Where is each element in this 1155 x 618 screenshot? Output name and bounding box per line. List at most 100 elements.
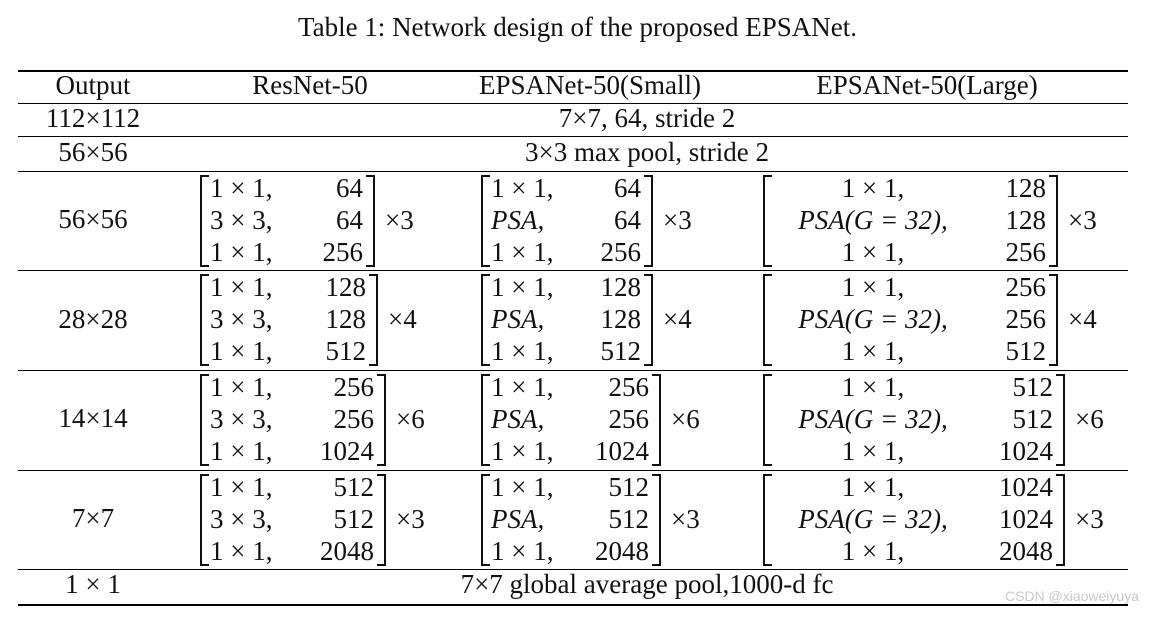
table-caption: Table 1: Network design of the proposed …	[297, 12, 857, 42]
matrix-row: 1 × 1, 512	[481, 335, 653, 367]
matrix-op: 1 × 1,	[491, 536, 554, 566]
matrix-op: 1 × 1,	[210, 237, 273, 267]
matrix-row: 1 × 1, 1024	[481, 435, 661, 467]
matrix-channels: 128	[600, 304, 642, 334]
left-bracket	[763, 374, 772, 466]
repeat-multiplier-resnet: ×3	[385, 205, 414, 235]
right-bracket	[366, 175, 375, 267]
matrix-channels: 512	[600, 336, 642, 366]
matrix-channels: 64	[614, 205, 641, 235]
matrix-op: 3 × 3,	[210, 304, 273, 334]
matrix-row: 1 × 1, 512	[763, 335, 1058, 367]
matrix-row: PSA(G = 32), 128	[763, 204, 1058, 236]
matrix-row: 1 × 1, 256	[200, 236, 375, 268]
right-bracket	[1056, 374, 1065, 466]
matrix-op: 1 × 1,	[210, 336, 273, 366]
matrix-channels: 128	[1005, 205, 1047, 235]
left-bracket	[481, 175, 490, 267]
spanning-cell: 7×7, 64, stride 2	[558, 103, 736, 133]
right-bracket	[1049, 175, 1058, 267]
matrix-channels: 512	[608, 472, 650, 502]
spanning-cell: 7×7 global average pool,1000-d fc	[460, 569, 834, 599]
row-rule	[18, 470, 1128, 471]
matrix-channels: 1024	[999, 436, 1053, 466]
matrix-channels: 512	[325, 336, 367, 366]
output-cell: 1 × 1	[65, 569, 121, 599]
matrix-channels: 512	[1005, 336, 1047, 366]
matrix-channels: 512	[333, 472, 375, 502]
matrix-op: 1 × 1,	[841, 272, 905, 302]
matrix-op: PSA,	[491, 205, 545, 235]
output-cell: 56×56	[58, 137, 128, 167]
block-matrix-epsanet-large: 1 × 1, 1024 PSA(G = 32), 1024 1 × 1, 2048	[763, 471, 1065, 567]
matrix-row: PSA, 64	[481, 204, 653, 236]
matrix-row: PSA(G = 32), 1024	[763, 503, 1065, 535]
matrix-op: PSA(G = 32),	[798, 304, 948, 334]
matrix-row: 1 × 1, 512	[200, 335, 378, 367]
repeat-multiplier-resnet: ×6	[396, 404, 425, 434]
matrix-op: 1 × 1,	[841, 336, 905, 366]
matrix-op: PSA,	[491, 504, 545, 534]
output-cell: 14×14	[58, 403, 128, 433]
matrix-row: 1 × 1, 64	[481, 172, 653, 204]
row-rule	[18, 370, 1128, 371]
matrix-row: 1 × 1, 128	[763, 172, 1058, 204]
repeat-multiplier-epsanet-small: ×6	[671, 404, 700, 434]
matrix-channels: 256	[333, 404, 375, 434]
left-bracket	[763, 274, 772, 366]
repeat-multiplier-resnet: ×3	[396, 504, 425, 534]
block-matrix-epsanet-large: 1 × 1, 128 PSA(G = 32), 128 1 × 1, 256	[763, 172, 1058, 268]
matrix-row: 3 × 3, 64	[200, 204, 375, 236]
left-bracket	[200, 175, 209, 267]
repeat-multiplier-epsanet-large: ×3	[1068, 205, 1097, 235]
top-rule	[18, 70, 1128, 72]
matrix-row: 1 × 1, 256	[200, 371, 386, 403]
right-bracket	[644, 274, 653, 366]
matrix-row: 1 × 1, 2048	[481, 535, 661, 567]
matrix-op: 1 × 1,	[841, 436, 905, 466]
matrix-channels: 512	[608, 504, 650, 534]
matrix-channels: 1024	[320, 436, 374, 466]
matrix-row: PSA, 512	[481, 503, 661, 535]
row-rule	[18, 171, 1128, 172]
matrix-channels: 256	[600, 237, 642, 267]
block-matrix-resnet: 1 × 1, 64 3 × 3, 64 1 × 1, 256	[200, 172, 375, 268]
matrix-row: 1 × 1, 64	[200, 172, 375, 204]
matrix-row: 1 × 1, 128	[481, 271, 653, 303]
matrix-op: 1 × 1,	[491, 336, 554, 366]
column-header-epsanet-large: EPSANet-50(Large)	[816, 70, 1038, 100]
right-bracket	[1049, 274, 1058, 366]
matrix-channels: 2048	[999, 536, 1053, 566]
column-header-epsanet-small: EPSANet-50(Small)	[479, 70, 701, 100]
spanning-cell: 3×3 max pool, stride 2	[525, 137, 769, 167]
matrix-op: 1 × 1,	[841, 173, 905, 203]
matrix-channels: 64	[336, 205, 363, 235]
matrix-row: 1 × 1, 256	[481, 236, 653, 268]
matrix-op: 3 × 3,	[210, 504, 273, 534]
matrix-row: 3 × 3, 256	[200, 403, 386, 435]
matrix-row: 3 × 3, 128	[200, 303, 378, 335]
matrix-channels: 1024	[999, 472, 1053, 502]
matrix-row: 1 × 1, 2048	[763, 535, 1065, 567]
matrix-op: 1 × 1,	[210, 472, 273, 502]
left-bracket	[481, 474, 490, 566]
matrix-channels: 256	[608, 372, 650, 402]
matrix-channels: 128	[600, 272, 642, 302]
matrix-row: 1 × 1, 256	[481, 371, 661, 403]
right-bracket	[652, 374, 661, 466]
matrix-op: PSA,	[491, 404, 545, 434]
output-cell: 112×112	[45, 103, 141, 133]
block-matrix-epsanet-large: 1 × 1, 512 PSA(G = 32), 512 1 × 1, 1024	[763, 371, 1065, 467]
right-bracket	[1056, 474, 1065, 566]
left-bracket	[200, 474, 209, 566]
matrix-op: 1 × 1,	[491, 472, 554, 502]
row-rule	[18, 136, 1128, 137]
matrix-op: PSA(G = 32),	[798, 504, 948, 534]
matrix-channels: 128	[325, 272, 367, 302]
output-cell: 7×7	[71, 503, 115, 533]
matrix-op: 1 × 1,	[491, 372, 554, 402]
right-bracket	[377, 474, 386, 566]
matrix-channels: 1024	[595, 436, 649, 466]
matrix-row: 1 × 1, 256	[763, 271, 1058, 303]
matrix-op: 1 × 1,	[841, 536, 905, 566]
